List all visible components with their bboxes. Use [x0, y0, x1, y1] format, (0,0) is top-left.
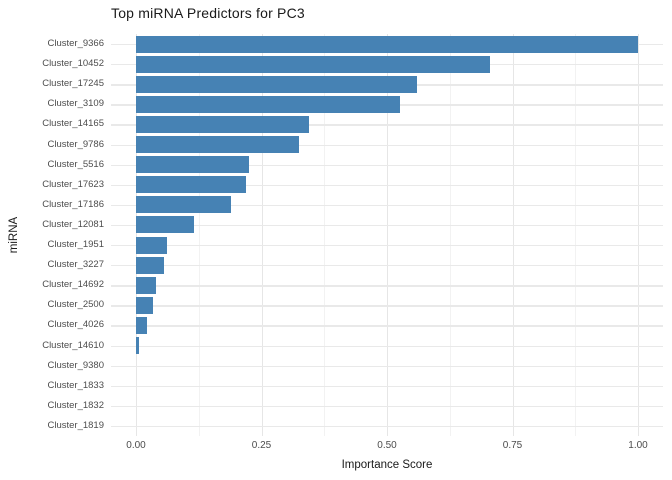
category-gridline — [111, 224, 663, 227]
y-axis-tick-labels: Cluster_9366 Cluster_10452 Cluster_17245 Cl… — [0, 0, 104, 480]
bar — [136, 216, 194, 234]
category-gridline — [111, 425, 663, 428]
category-gridline — [111, 305, 663, 307]
y-tick-label: Cluster_1832 — [47, 399, 104, 411]
y-tick-label: Cluster_1833 — [47, 379, 104, 391]
major-gridline — [512, 34, 514, 436]
category-gridline — [111, 345, 663, 347]
minor-gridline — [449, 34, 451, 436]
category-gridline — [111, 365, 663, 367]
bar — [136, 75, 418, 93]
y-tick-label: Cluster_3227 — [47, 259, 104, 271]
bar — [136, 115, 310, 133]
y-tick-label: Cluster_10452 — [42, 58, 104, 70]
minor-gridline — [324, 34, 326, 436]
major-gridline — [261, 34, 263, 436]
major-gridline — [638, 34, 640, 436]
x-tick-label: 0.75 — [502, 440, 523, 451]
y-tick-label: Cluster_1951 — [47, 239, 104, 251]
major-gridline — [136, 34, 138, 436]
category-gridline — [111, 285, 663, 287]
category-gridline — [111, 405, 663, 408]
plot-panel — [111, 34, 663, 436]
y-tick-label: Cluster_14610 — [42, 339, 104, 351]
category-gridline — [111, 144, 663, 146]
bar — [136, 176, 247, 194]
y-tick-label: Cluster_9380 — [47, 359, 104, 371]
bar — [136, 236, 168, 254]
bar — [136, 296, 153, 314]
y-tick-label: Cluster_12081 — [42, 218, 104, 230]
bar — [136, 316, 148, 334]
y-tick-label: Cluster_4026 — [47, 319, 104, 331]
minor-gridline — [575, 34, 577, 436]
bar — [136, 95, 400, 113]
x-axis-title: Importance Score — [341, 459, 433, 471]
category-gridline — [111, 245, 663, 247]
category-gridline — [111, 385, 663, 388]
bar — [136, 136, 300, 154]
x-tick-label: 0.25 — [251, 440, 272, 451]
x-tick-label: 1.00 — [628, 440, 648, 451]
bar — [136, 55, 490, 73]
y-tick-label: Cluster_2500 — [47, 299, 104, 311]
bar — [136, 196, 232, 214]
minor-gridline — [198, 34, 200, 436]
major-gridline — [387, 34, 389, 436]
category-gridline — [111, 124, 663, 126]
y-tick-label: Cluster_17623 — [42, 178, 104, 190]
bar — [136, 156, 249, 174]
y-tick-label: Cluster_9366 — [47, 38, 104, 50]
y-tick-label: Cluster_17245 — [42, 78, 104, 90]
bar — [136, 35, 638, 53]
y-tick-label: Cluster_3109 — [47, 98, 104, 110]
x-tick-label: 0.50 — [377, 440, 397, 451]
category-gridline — [111, 204, 663, 207]
bar — [136, 337, 139, 355]
y-tick-label: Cluster_14165 — [42, 118, 104, 130]
category-gridline — [111, 164, 663, 166]
category-gridline — [111, 184, 663, 187]
x-tick-label: 0.00 — [126, 440, 146, 451]
chart-title: Top miRNA Predictors for PC3 — [111, 5, 305, 21]
y-tick-label: Cluster_9786 — [47, 138, 104, 150]
y-tick-label: Cluster_5516 — [47, 158, 104, 170]
category-gridline — [111, 265, 663, 267]
y-axis-title: miRNA — [8, 216, 20, 254]
y-tick-label: Cluster_14692 — [42, 279, 104, 291]
bar — [136, 276, 157, 294]
category-gridline — [111, 325, 663, 327]
y-tick-label: Cluster_17186 — [42, 198, 104, 210]
bar — [136, 256, 164, 274]
y-tick-label: Cluster_1819 — [47, 419, 104, 431]
